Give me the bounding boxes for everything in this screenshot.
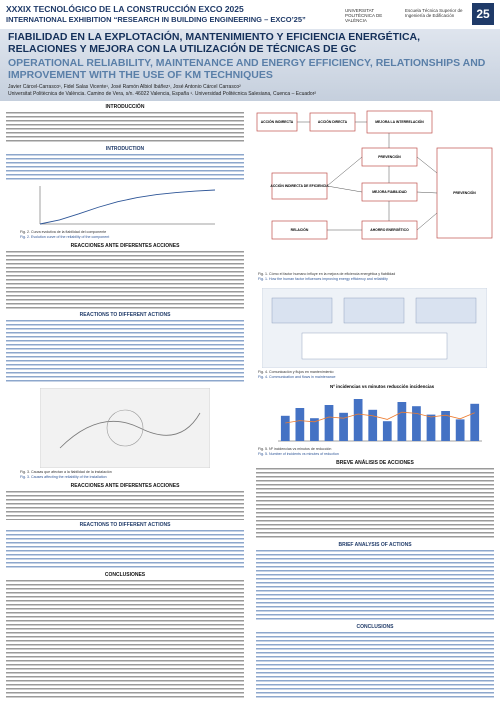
diagram-box [436,147,493,239]
figure-box [343,297,405,324]
caption: Fig. 2. Curva evolutiva de la fiabilidad… [20,230,107,234]
caption: Fig. 5. Nº incidencias vs minutos de red… [258,447,332,451]
caption: Fig. 2. Evolution curve of the reliabili… [20,235,110,239]
logo: Escuela Técnica Superior de Ingeniería d… [405,8,463,18]
bar [426,414,436,441]
text-block [6,490,244,520]
caption: Fig. 4. Communication and flows in maint… [258,375,336,379]
line [39,189,216,225]
diagram-label: MEJORA LA INTERRELACIÓN [375,119,424,124]
diagram: ACCIÓN INDIRECTA ACCIÓN DIRECTA MEJORA LA … [256,110,493,240]
heading: REACTIONS TO DIFFERENT ACTIONS [79,312,171,318]
bar [310,418,319,441]
caption: Fig. 3. Causas que afectan a la fiabilid… [20,470,112,474]
figure-box [301,332,448,360]
heading: REACCIONES ANTE DIFERENTES ACCIONES [70,243,180,249]
caption: Fig. 4. Comunicación y flujos en manteni… [258,370,334,374]
bar [353,399,363,441]
bar [368,409,378,441]
logo: UNIVERSITAT POLITÈCNICA DE VALÈNCIA [345,8,383,23]
figure-box [271,297,333,324]
bar [382,421,392,441]
title-box [0,29,500,101]
text-block [6,111,244,143]
diagram-arrow [416,212,438,231]
figure-box [415,297,477,324]
caption: Fig. 1. Cómo el factor humano influye en… [258,272,396,276]
figure-frame [40,388,210,468]
text-block [6,250,244,310]
diagram-label: MEJORA FIABILIDAD [372,190,407,194]
caption: Fig. 1. How the human factor influences … [258,277,388,281]
bar [324,405,334,441]
diagram-label: ACCIÓN INDIRECTA DE EFICIENCIA [270,183,329,188]
bar [455,419,465,441]
heading: CONCLUSIONS [356,624,394,630]
diagram-arrow [416,191,438,194]
figure-3 [40,388,210,468]
chart-title: Nº incidencias vs minutos reducción inci… [330,384,435,389]
figure-5 [278,399,482,442]
heading: INTRODUCCIÓN [105,104,145,110]
badge: 25 [472,3,494,25]
text-block [6,529,244,569]
bar [412,406,421,441]
bar [280,415,290,441]
heading: BRIEF ANALYSIS OF ACTIONS [338,542,412,548]
diagram-label: PREVENCIÓN [378,154,401,159]
heading: CONCLUSIONES [104,572,146,578]
line [285,411,475,424]
diagram-arrow [416,156,438,174]
diagram-label: AHORRO ENERGÉTICO [370,227,409,232]
affiliation: Universitat Politècnica de València. Cam… [8,91,317,97]
figure-drawing [59,412,201,449]
heading: REACTIONS TO DIFFERENT ACTIONS [79,522,171,528]
diagram-label: RELACIÓN [291,227,309,232]
heading: REACCIONES ANTE DIFERENTES ACCIONES [70,483,180,489]
caption: Fig. 3. Causes affecting the reliability… [20,475,107,479]
diagram-label: PREVENCIÓN [453,190,476,195]
text-block [6,319,244,383]
text-block [6,153,244,181]
diagram-label: ACCIÓN DIRECTA [318,119,348,124]
bar [397,402,407,441]
title-en: OPERATIONAL RELIABILITY, MAINTENANCE AND… [8,57,486,81]
heading: INTRODUCTION [105,146,145,152]
title-es: FIABILIDAD EN LA EXPLOTACIÓN, MANTENIMIE… [8,31,421,55]
figure-drawing [106,409,144,447]
event-subtitle: INTERNATIONAL EXHIBITION “RESEARCH IN BU… [6,15,306,24]
text-block [256,549,494,621]
caption: Fig. 5. Number of incidents vs minutes o… [258,452,339,456]
diagram-arrow [326,185,363,193]
diagram-label: ACCIÓN INDIRECTA [261,119,294,124]
figure-4 [262,288,487,368]
event-title: XXXIX TECNOLÓGICO DE LA CONSTRUCCIÓN EXC… [6,4,244,14]
bar [470,403,480,441]
figure-2 [39,186,216,225]
text-block [6,579,244,699]
text-block [256,631,494,699]
bar [441,411,450,441]
bar [295,408,305,441]
text-block [256,467,494,539]
heading: BREVE ANÁLISIS DE ACCIONES [336,460,414,466]
diagram-arrow [326,156,363,187]
bar [339,412,348,441]
authors: Javier Cárcel-Carrasco¹, Fidel Salas Vic… [8,84,241,90]
